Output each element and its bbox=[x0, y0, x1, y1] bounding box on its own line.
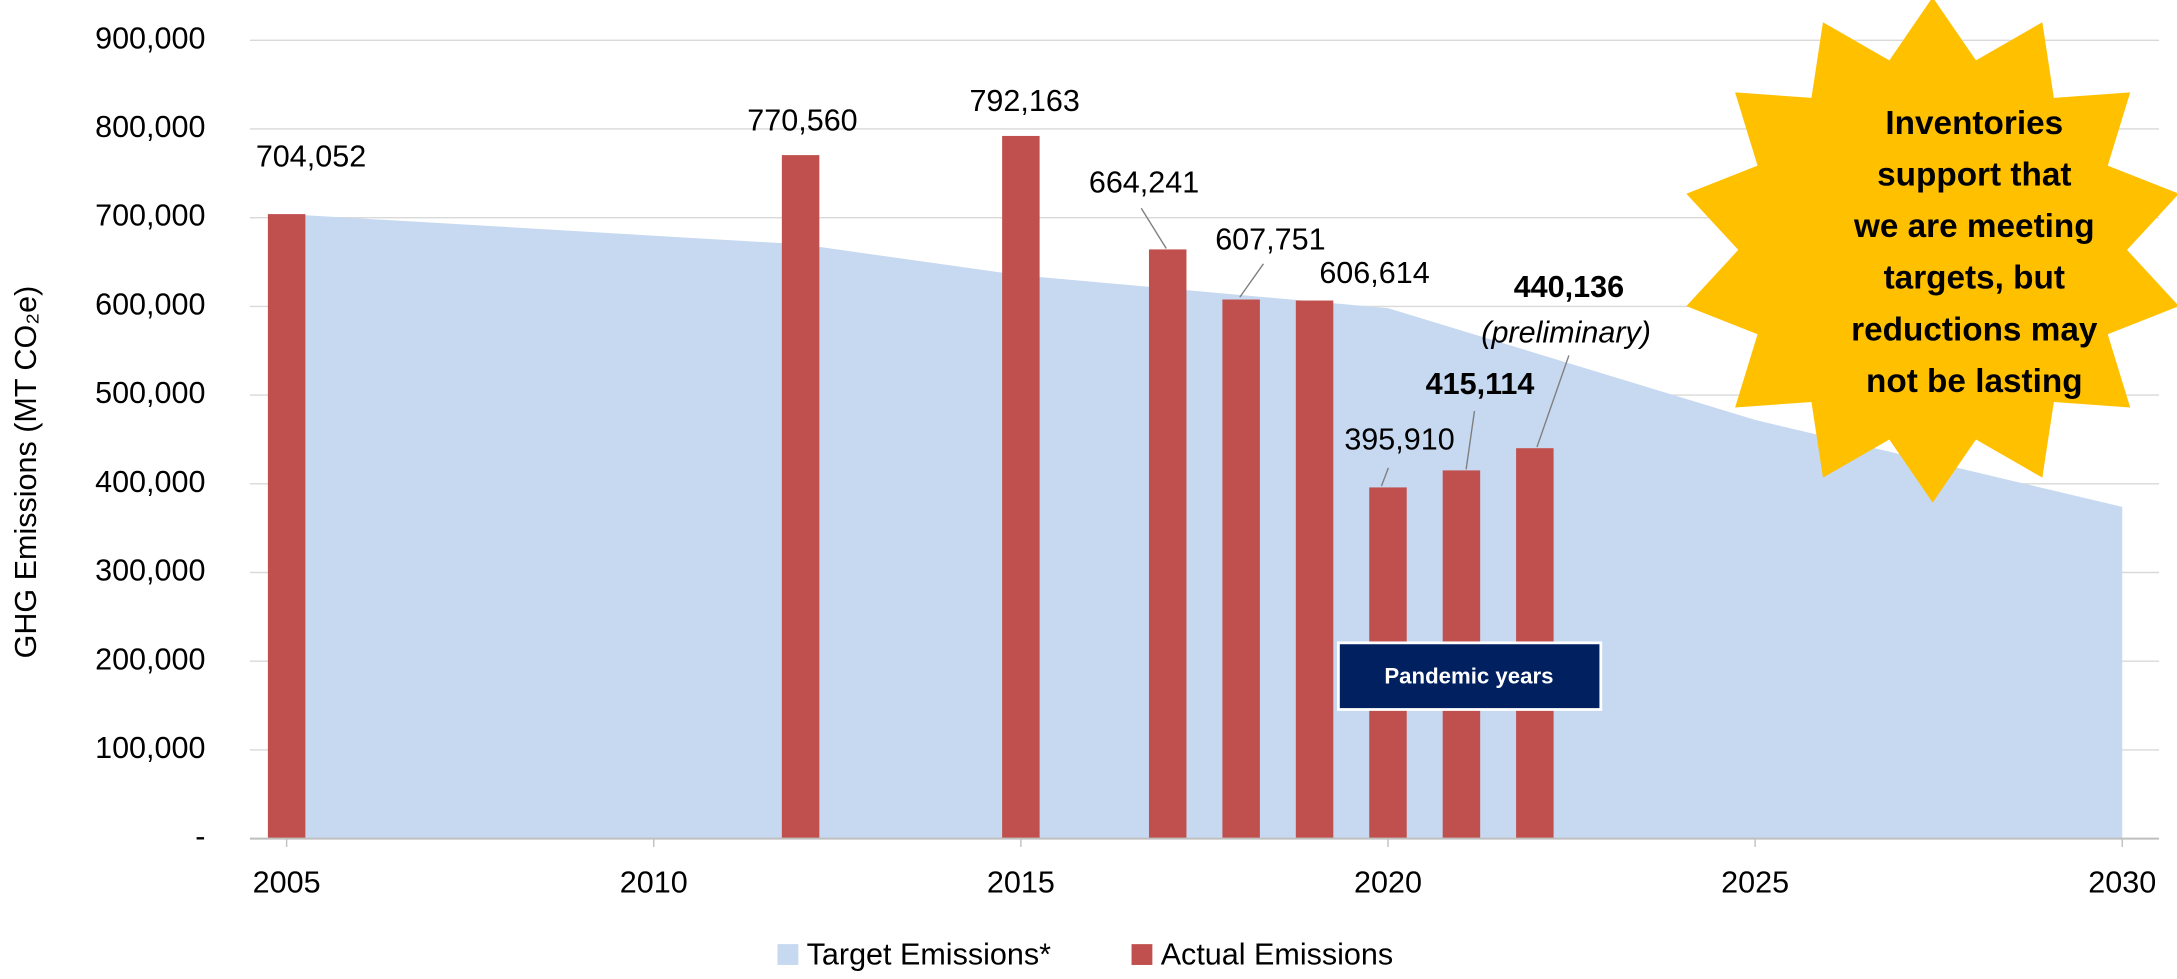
bar bbox=[1002, 135, 1040, 839]
y-tick-label: 500,000 bbox=[95, 376, 205, 410]
data-label: 704,052 bbox=[256, 139, 366, 173]
bar bbox=[267, 214, 306, 839]
x-tick-label: 2005 bbox=[253, 865, 321, 899]
legend-swatch bbox=[777, 944, 799, 965]
data-label: 415,114 bbox=[1426, 367, 1535, 401]
y-tick-label: 200,000 bbox=[95, 642, 205, 676]
leader-line bbox=[1239, 263, 1265, 298]
y-tick-label: 700,000 bbox=[95, 199, 205, 233]
x-tick-label: 2020 bbox=[1354, 865, 1422, 899]
bar bbox=[1148, 249, 1187, 839]
callout-text: support that bbox=[1877, 156, 2071, 193]
y-tick-label: 600,000 bbox=[95, 287, 205, 321]
y-tick-label: 100,000 bbox=[95, 731, 205, 765]
bar bbox=[1295, 300, 1334, 839]
y-axis-label: GHG Emissions (MT CO₂e) bbox=[9, 286, 43, 659]
callout-text: we are meeting bbox=[1853, 208, 2095, 245]
y-tick-label: 900,000 bbox=[95, 21, 205, 55]
leader-line bbox=[1536, 355, 1570, 448]
y-tick-label: 400,000 bbox=[95, 465, 205, 499]
y-tick-label: 800,000 bbox=[95, 110, 205, 144]
x-tick-label: 2010 bbox=[620, 865, 688, 899]
data-label: 770,560 bbox=[747, 103, 857, 137]
x-tick-label: 2030 bbox=[2088, 865, 2156, 899]
callout-star bbox=[1686, 0, 2177, 503]
y-tick-label: - bbox=[195, 820, 205, 854]
leader-line bbox=[1465, 410, 1476, 470]
annotation: (preliminary) bbox=[1481, 316, 1651, 350]
data-label: 395,910 bbox=[1344, 423, 1454, 457]
bar bbox=[1222, 299, 1260, 839]
legend-label: Actual Emissions bbox=[1161, 938, 1393, 972]
x-tick-label: 2025 bbox=[1721, 865, 1789, 899]
data-label: 792,163 bbox=[969, 84, 1079, 118]
callout-text: reductions may bbox=[1851, 311, 2098, 348]
callout-text: Inventories bbox=[1885, 105, 2063, 142]
data-label: 606,614 bbox=[1319, 256, 1429, 290]
callout-text: targets, but bbox=[1884, 260, 2065, 297]
target-area bbox=[286, 214, 2123, 839]
callout-text: not be lasting bbox=[1866, 363, 2083, 400]
leader-line bbox=[1380, 467, 1390, 487]
annotation: Pandemic years bbox=[1384, 663, 1553, 688]
legend-label: Target Emissions* bbox=[807, 938, 1051, 972]
legend-swatch bbox=[1131, 944, 1153, 965]
data-label: 607,751 bbox=[1215, 223, 1325, 257]
leader-line bbox=[1140, 207, 1167, 249]
bar bbox=[781, 155, 820, 839]
x-tick-label: 2015 bbox=[987, 865, 1055, 899]
pandemic-box bbox=[1337, 641, 1603, 711]
data-label: 440,136 bbox=[1514, 270, 1624, 304]
data-label: 664,241 bbox=[1089, 166, 1199, 200]
y-tick-label: 300,000 bbox=[95, 554, 205, 588]
